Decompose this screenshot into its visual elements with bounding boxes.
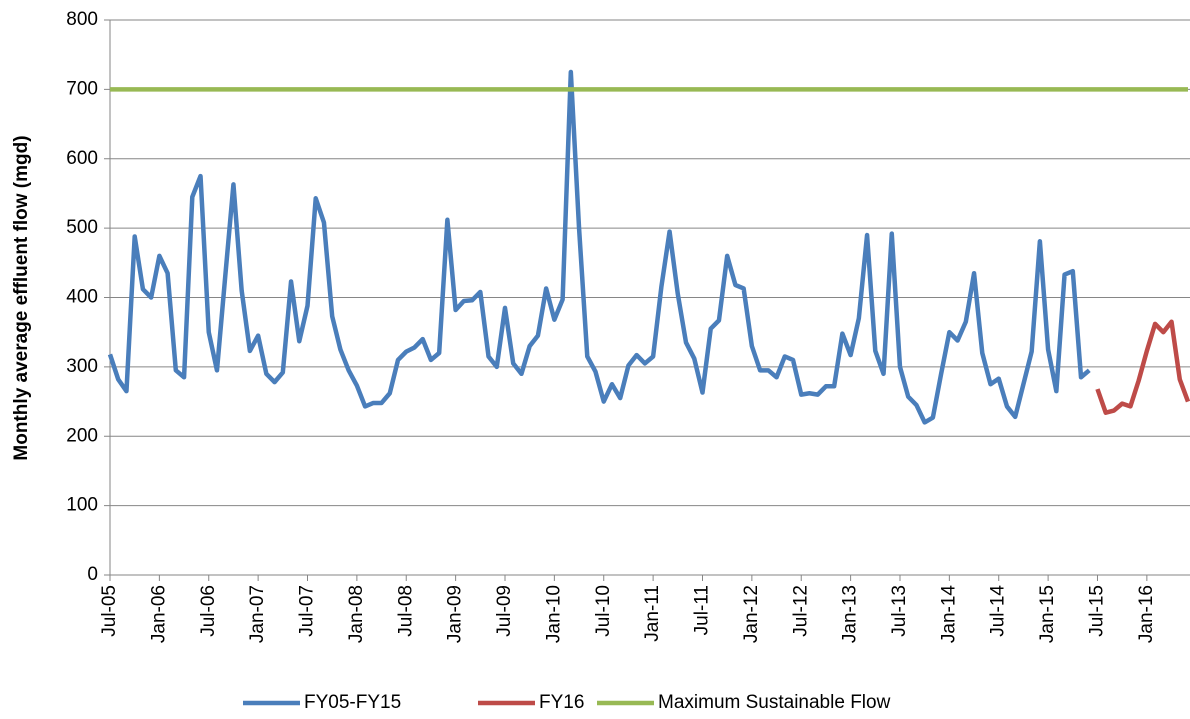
x-tick-label: Jan-07 bbox=[247, 585, 268, 643]
x-tick-label: Jan-08 bbox=[346, 585, 367, 643]
x-tick-label: Jul-07 bbox=[297, 585, 318, 637]
legend-label: FY16 bbox=[539, 692, 584, 713]
x-tick-label: Jul-13 bbox=[889, 585, 910, 637]
x-tick-label: Jul-09 bbox=[494, 585, 515, 637]
x-tick-label: Jan-09 bbox=[445, 585, 466, 643]
series-line bbox=[107, 69, 1091, 425]
y-tick-label: 0 bbox=[87, 564, 98, 585]
x-tick-label: Jan-13 bbox=[840, 585, 861, 643]
x-tick-label: Jan-14 bbox=[938, 585, 959, 644]
x-tick-label: Jul-08 bbox=[395, 585, 416, 637]
y-tick-label: 300 bbox=[66, 356, 98, 377]
x-tick-label: Jul-10 bbox=[593, 585, 614, 637]
x-tick-label: Jul-14 bbox=[988, 585, 1009, 637]
y-tick-label: 400 bbox=[66, 287, 98, 308]
y-tick-label: 600 bbox=[66, 148, 98, 169]
x-tick-label: Jul-05 bbox=[99, 585, 120, 637]
x-tick-label: Jan-06 bbox=[148, 585, 169, 643]
x-tick-label: Jan-11 bbox=[642, 585, 663, 642]
x-tick-label: Jan-15 bbox=[1037, 585, 1058, 643]
x-tick-label: Jul-06 bbox=[198, 585, 219, 637]
series-line bbox=[1095, 319, 1190, 415]
x-tick-label: Jan-10 bbox=[543, 585, 564, 643]
y-tick-label: 100 bbox=[66, 495, 98, 516]
legend-label: Maximum Sustainable Flow bbox=[658, 692, 891, 713]
y-axis-label: Monthly average effluent flow (mgd) bbox=[11, 135, 32, 460]
y-tick-label: 200 bbox=[66, 425, 98, 446]
x-tick-label: Jan-12 bbox=[741, 585, 762, 643]
x-tick-label: Jul-12 bbox=[790, 585, 811, 637]
x-tick-label: Jul-11 bbox=[692, 585, 713, 635]
y-tick-label: 800 bbox=[66, 9, 98, 30]
y-tick-label: 500 bbox=[66, 217, 98, 238]
x-tick-label: Jul-15 bbox=[1086, 585, 1107, 637]
y-tick-label: 700 bbox=[66, 78, 98, 99]
x-tick-label: Jan-16 bbox=[1136, 585, 1157, 643]
legend-label: FY05-FY15 bbox=[304, 692, 401, 713]
